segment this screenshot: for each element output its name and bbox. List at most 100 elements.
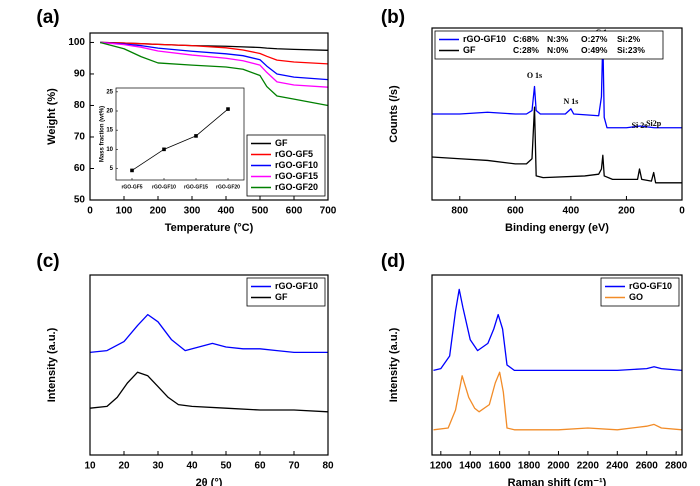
plot-frame	[431, 274, 683, 456]
legend-label: rGO-GF10	[463, 34, 506, 44]
point-marker	[226, 107, 230, 111]
composition-label: N:3%	[547, 34, 569, 44]
x-tick-label: rGO-GF5	[121, 184, 142, 190]
peak-annotation: Si 2s	[632, 121, 648, 130]
x-tick-label: 200	[618, 206, 635, 217]
series-line	[433, 371, 683, 431]
plot-frame	[431, 27, 683, 201]
legend-label: rGO-GF15	[275, 171, 318, 181]
x-tick-label: 80	[322, 461, 334, 472]
x-tick-label: 100	[116, 206, 133, 217]
composition-label: O:27%	[581, 34, 608, 44]
legend-box	[246, 277, 326, 307]
panel-label: (a)	[36, 7, 59, 28]
x-tick-label: 200	[150, 206, 167, 217]
y-tick-label: 20	[106, 109, 113, 115]
peak-annotation: N 1s	[563, 97, 578, 106]
series-line	[431, 106, 682, 184]
x-tick-label: 1200	[430, 461, 453, 472]
x-tick-label: 20	[118, 461, 130, 472]
y-tick-label: 90	[74, 69, 86, 80]
series-line	[433, 288, 683, 372]
x-axis-title: Binding energy (eV)	[505, 222, 609, 234]
legend-box	[600, 277, 680, 307]
x-axis-title: Temperature (°C)	[165, 222, 254, 234]
y-axis-title: Intensity (a.u.)	[388, 327, 400, 402]
legend-label: GF	[275, 138, 288, 148]
x-tick-label: 1400	[459, 461, 482, 472]
y-tick-label: 70	[74, 132, 86, 143]
panel-label: (c)	[36, 251, 59, 272]
x-tick-label: 700	[320, 206, 337, 217]
y-axis-title: Weight (%)	[46, 88, 58, 145]
series-line	[100, 41, 329, 65]
x-tick-label: rGO-GF20	[216, 184, 240, 190]
y-tick-label: 25	[106, 89, 113, 95]
x-tick-label: 40	[186, 461, 198, 472]
series-line	[100, 41, 329, 88]
x-tick-label: 60	[254, 461, 266, 472]
series-line	[100, 41, 329, 107]
x-tick-label: 600	[286, 206, 303, 217]
point-marker	[194, 134, 198, 138]
series-line	[131, 108, 229, 171]
plot-frame	[89, 274, 329, 456]
y-tick-label: 10	[106, 147, 113, 153]
x-tick-label: 500	[252, 206, 269, 217]
x-tick-label: rGO-GF10	[152, 184, 176, 190]
composition-label: Si:23%	[617, 45, 645, 55]
x-axis-title: Raman shift (cm⁻¹)	[508, 477, 607, 486]
series-line	[100, 41, 329, 81]
composition-label: C:68%	[513, 34, 539, 44]
x-tick-label: 600	[507, 206, 524, 217]
x-tick-label: 300	[184, 206, 201, 217]
x-tick-label: 2000	[547, 461, 570, 472]
x-tick-label: 2400	[606, 461, 629, 472]
y-axis-title: Counts (/s)	[388, 85, 400, 143]
x-tick-label: 1800	[518, 461, 541, 472]
composition-label: C:28%	[513, 45, 539, 55]
chart-panel: (c) 10 20 30 40 50 60 70 80 2θ (°) Intensity (a.u.…	[36, 251, 334, 486]
x-tick-label: 30	[152, 461, 164, 472]
legend-label: rGO-GF5	[275, 149, 313, 159]
x-tick-label: 400	[563, 206, 580, 217]
composition-label: O:49%	[581, 45, 608, 55]
y-tick-label: 50	[74, 195, 86, 206]
legend-label: rGO-GF20	[275, 182, 318, 192]
x-tick-label: 10	[84, 461, 96, 472]
x-tick-label: 1600	[489, 461, 512, 472]
y-tick-label: 80	[74, 100, 86, 111]
x-tick-label: 70	[288, 461, 300, 472]
plot-frame	[115, 87, 245, 181]
y-axis-title: Intensity (a.u.)	[46, 327, 58, 402]
chart-panel: (b) 800 600 400 200 0 Binding energy (eV) Count…	[381, 7, 685, 234]
legend-label: GF	[275, 292, 288, 302]
series-line	[89, 313, 328, 354]
panel-label: (d)	[381, 251, 405, 272]
y-axis-title: Mass fraction (wt%)	[100, 106, 106, 162]
chart-panel: (a) 0 100 200 300 400 500 600 700 50 60 70 80 90 100 Te…	[36, 7, 336, 234]
chart-panel: (d) 1200 1400 1600 1800 2000 2200 2400 2600 2800 R…	[381, 251, 688, 486]
legend-label: rGO-GF10	[629, 281, 672, 291]
peak-annotation: O 1s	[527, 71, 542, 80]
x-tick-label: 50	[220, 461, 232, 472]
x-tick-label: 2600	[636, 461, 659, 472]
series-line	[432, 37, 682, 129]
panel-label: (b)	[381, 7, 405, 28]
legend-box	[434, 30, 664, 60]
chart-panel: rGO-GF5 rGO-GF10 rGO-GF15 rGO-GF20 5 10 15 20 25…	[100, 87, 245, 190]
legend-label: rGO-GF10	[275, 281, 318, 291]
composition-label: N:0%	[547, 45, 569, 55]
x-tick-label: 0	[679, 206, 685, 217]
x-tick-label: 2800	[665, 461, 688, 472]
plot-frame	[89, 32, 329, 201]
x-tick-label: 0	[87, 206, 93, 217]
x-tick-label: 800	[451, 206, 468, 217]
x-tick-label: 2200	[577, 461, 600, 472]
peak-annotation: Si2p	[646, 119, 662, 128]
point-marker	[162, 147, 166, 152]
point-marker	[130, 168, 134, 173]
legend-label: rGO-GF10	[275, 160, 318, 170]
x-tick-label: rGO-GF15	[184, 184, 208, 190]
